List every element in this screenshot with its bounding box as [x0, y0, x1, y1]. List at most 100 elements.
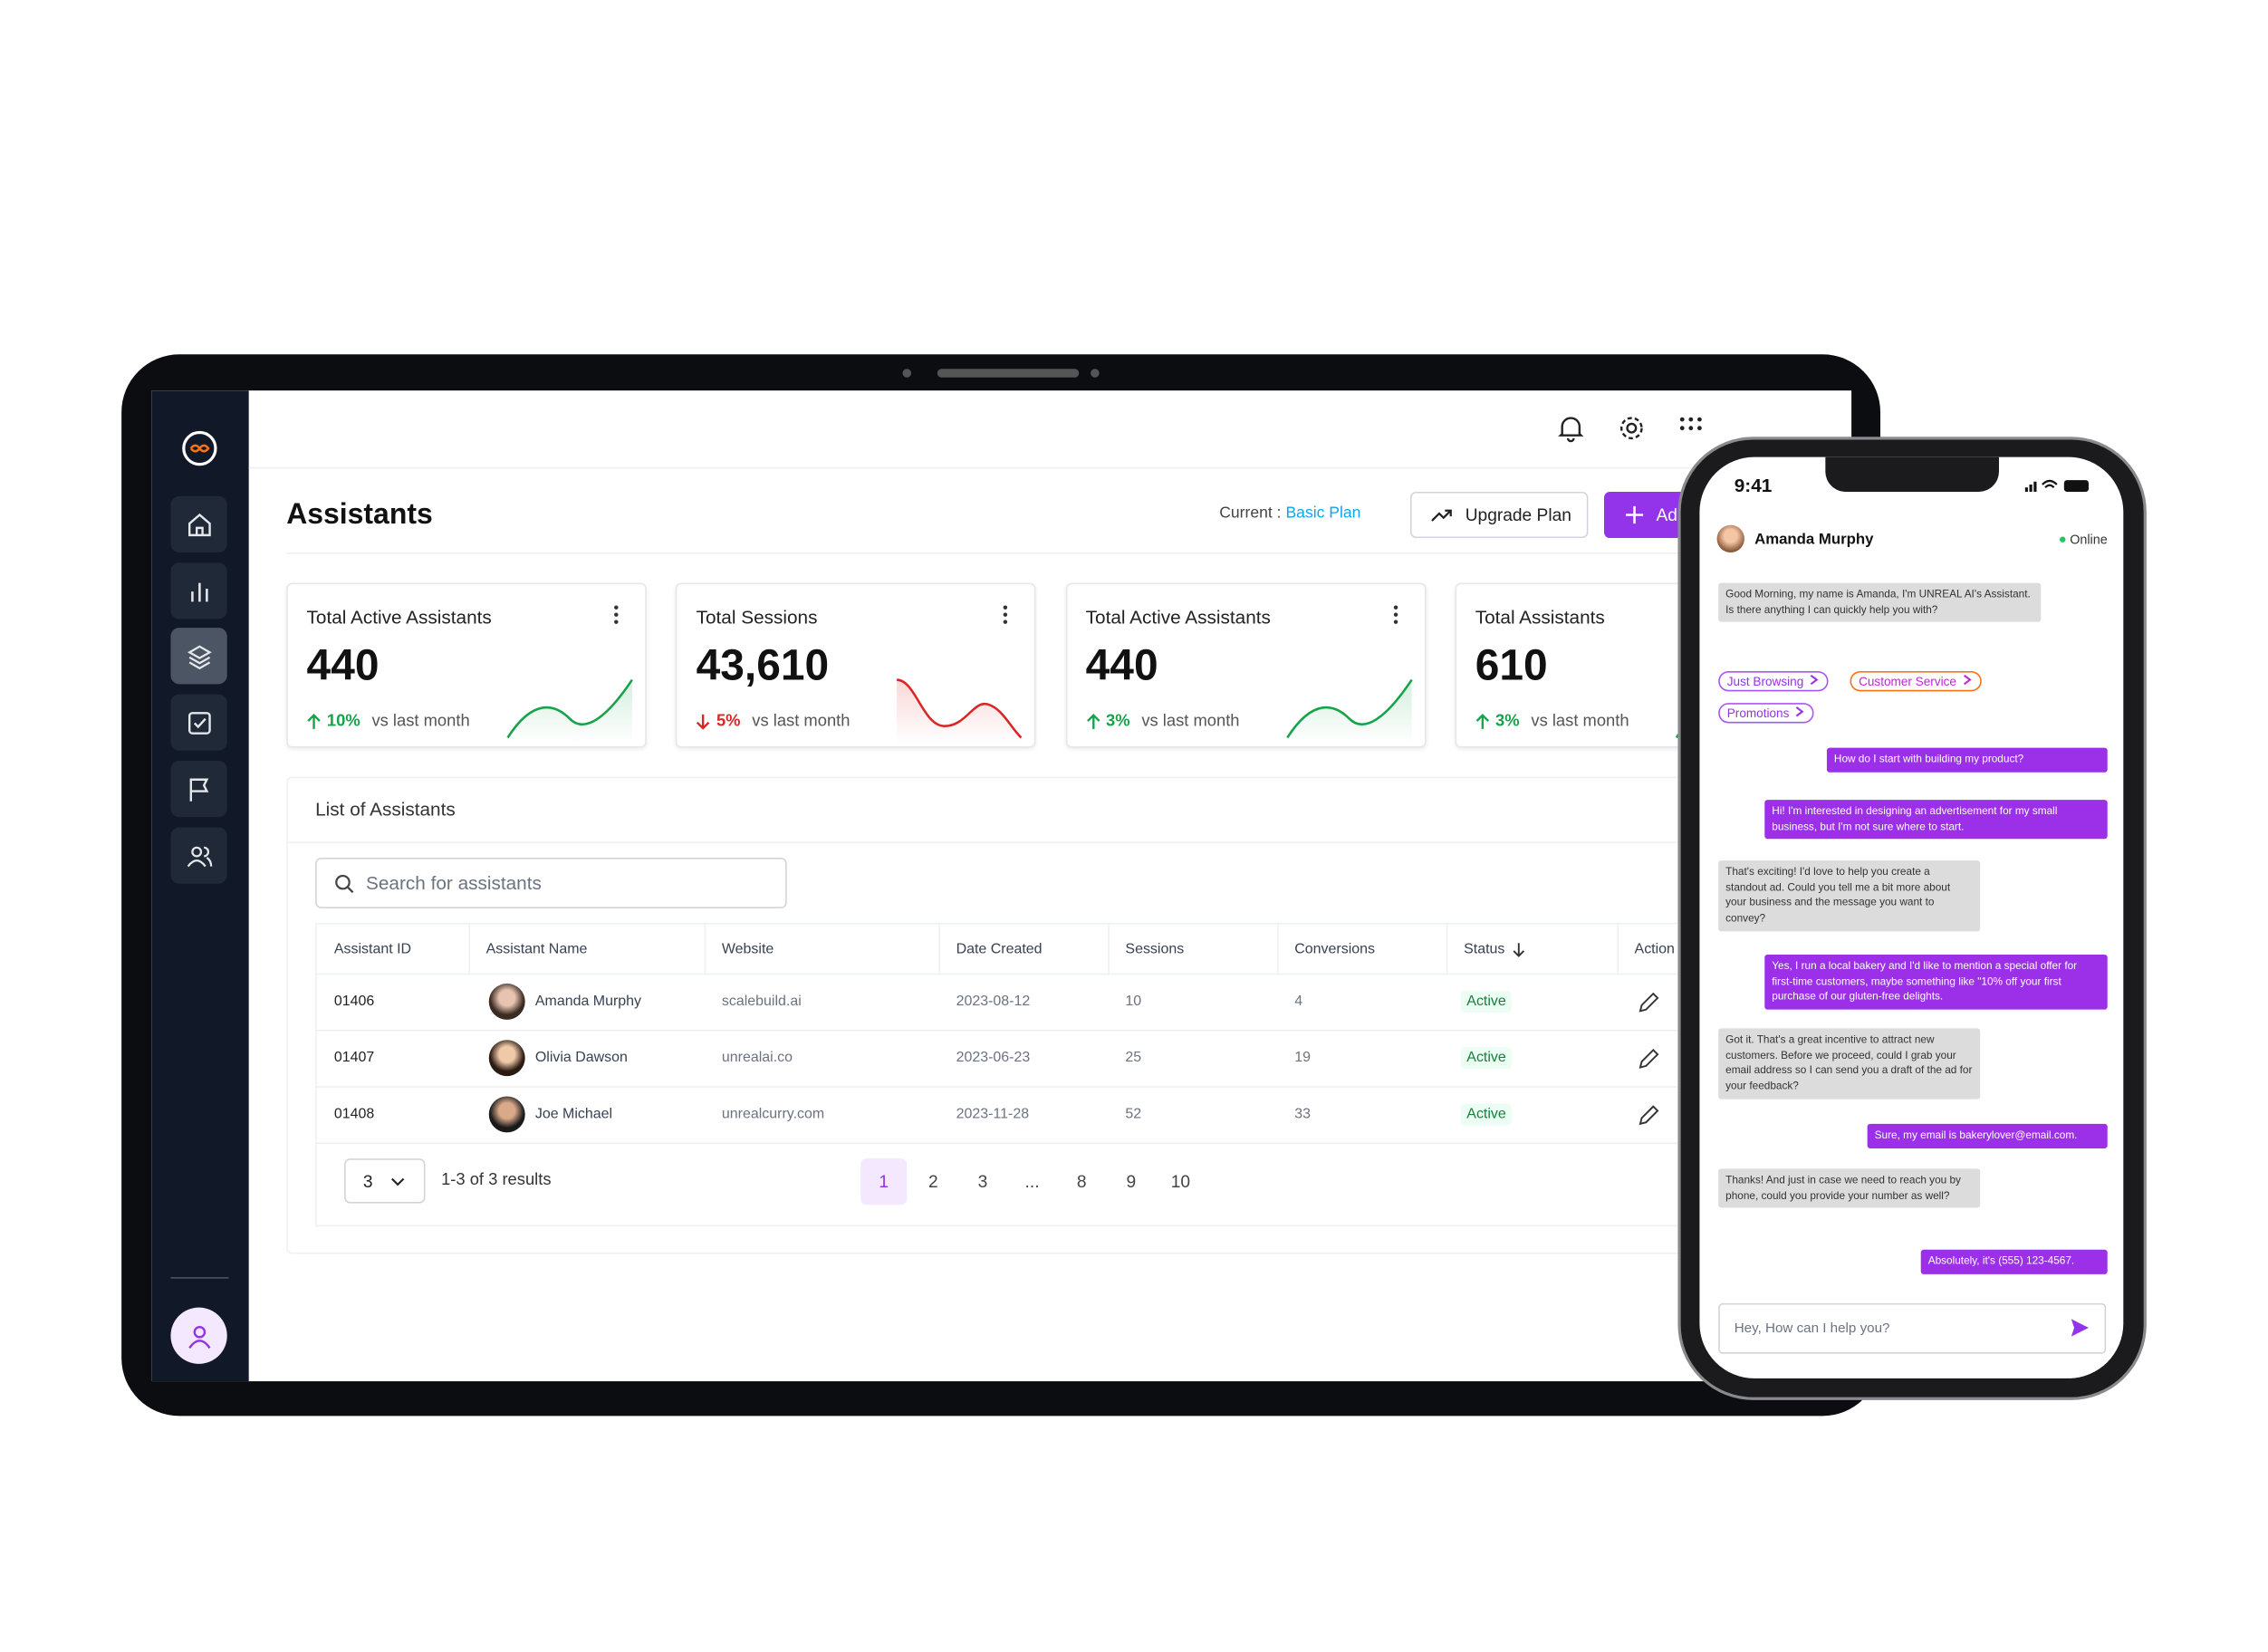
bot-message: Got it. That's a great incentive to attr… — [1718, 1028, 1981, 1100]
page-size-select[interactable]: 3 — [344, 1158, 426, 1204]
chip-label: Customer Service — [1859, 674, 1956, 689]
tablet-screen: Assistants Current : Basic Plan Upgrade … — [151, 390, 1852, 1382]
card-title: Total Active Assistants — [1085, 606, 1271, 629]
card-change: 10% vs last month — [307, 713, 470, 730]
status-text: Online — [2070, 532, 2108, 547]
results-summary: 1-3 of 3 results — [441, 1171, 552, 1189]
nav-analytics[interactable] — [170, 562, 227, 620]
column-divider — [468, 924, 471, 974]
table-cell: 01406 — [333, 994, 375, 1010]
bot-message: Thanks! And just in case we need to reac… — [1718, 1168, 1981, 1209]
card-title: Total Sessions — [696, 606, 818, 629]
quick-reply[interactable]: Just Browsing — [1718, 670, 1829, 692]
header-divider — [286, 552, 1852, 554]
table-cell: unrealcurry.com — [721, 1106, 825, 1123]
page-size: 3 — [362, 1170, 373, 1192]
page-button[interactable]: 3 — [977, 1171, 988, 1192]
page-button[interactable]: ... — [1024, 1171, 1040, 1192]
list-title: List of Assistants — [315, 798, 456, 821]
current-plan: Current : Basic Plan — [1219, 504, 1360, 522]
bot-message: That's exciting! I'd love to help you cr… — [1718, 860, 1981, 932]
table-cell: 01408 — [333, 1106, 375, 1123]
contact-avatar — [1716, 524, 1744, 553]
status-badge: Active — [1460, 1047, 1513, 1070]
input-placeholder: Hey, How can I help you? — [1734, 1321, 1890, 1337]
nav-tasks[interactable] — [170, 694, 227, 751]
phone-notch — [1825, 456, 1999, 492]
assistant-name: Joe Michael — [534, 1106, 613, 1123]
change-note: vs last month — [752, 713, 850, 731]
column-header: Date Created — [956, 924, 1043, 973]
name-cell: Amanda Murphy — [488, 974, 641, 1030]
chat-input[interactable]: Hey, How can I help you? — [1718, 1302, 2107, 1354]
table-cell: scalebuild.ai — [721, 994, 802, 1010]
nav-users[interactable] — [170, 827, 227, 884]
change-value: 5% — [716, 713, 741, 731]
camera-dot — [902, 369, 912, 378]
change-value: 10% — [326, 713, 360, 731]
page-button[interactable]: 2 — [927, 1171, 938, 1192]
sidebar — [151, 390, 249, 1382]
nav-reports[interactable] — [170, 760, 227, 818]
change-note: vs last month — [371, 713, 470, 731]
card-value: 610 — [1475, 642, 1548, 690]
trend-arrow — [1475, 713, 1489, 729]
user-message: Hi! I'm interested in designing an adver… — [1764, 800, 2108, 840]
column-header: Assistant ID — [334, 924, 411, 973]
bot-message: Good Morning, my name is Amanda, I'm UNR… — [1718, 582, 2042, 623]
chip-arrow — [1963, 674, 1972, 686]
upgrade-plan-button[interactable]: Upgrade Plan — [1410, 491, 1589, 539]
page-button[interactable]: 10 — [1170, 1171, 1191, 1192]
settings-icon[interactable] — [1617, 414, 1646, 443]
column-divider — [1617, 924, 1619, 974]
nav-home[interactable] — [170, 495, 227, 553]
plan-name[interactable]: Basic Plan — [1285, 504, 1361, 523]
table-header — [316, 924, 1852, 975]
logo — [182, 430, 217, 466]
phone-screen: 9:41 Amanda Murphy Online Hey, How can I… — [1699, 456, 2124, 1378]
search-input[interactable]: Search for assistants — [315, 857, 787, 908]
contact-status: Online — [2060, 533, 2108, 547]
page-button[interactable]: 8 — [1076, 1171, 1087, 1192]
column-divider — [704, 924, 706, 974]
column-label: Assistant Name — [485, 940, 588, 957]
card-menu — [614, 605, 619, 624]
edit-button[interactable] — [1638, 1047, 1661, 1071]
column-label: Sessions — [1125, 940, 1185, 957]
status-icons — [2024, 479, 2089, 492]
table-cell: unrealai.co — [721, 1050, 793, 1066]
card-change: 5% vs last month — [697, 713, 850, 730]
nav-assistants[interactable] — [170, 628, 227, 685]
table-cell: 01407 — [333, 1050, 375, 1066]
assistant-avatar — [488, 983, 525, 1020]
apps-icon[interactable] — [1677, 415, 1704, 441]
plan-label: Current : — [1219, 504, 1282, 523]
trend-arrow — [1086, 713, 1100, 729]
assistants-table: Assistant ID Assistant Name Website Date Cr… — [315, 922, 1852, 1227]
column-divider — [1277, 924, 1279, 974]
chip-label: Just Browsing — [1726, 674, 1804, 689]
card-menu — [1393, 605, 1398, 624]
card-value: 440 — [306, 642, 380, 690]
edit-button[interactable] — [1638, 1103, 1661, 1127]
name-cell: Olivia Dawson — [488, 1030, 628, 1086]
stat-card: Total Active Assistants 440 3% vs last mont… — [1065, 582, 1426, 748]
change-note: vs last month — [1141, 713, 1240, 731]
page-button[interactable]: 1 — [860, 1158, 908, 1205]
quick-reply[interactable]: Promotions — [1718, 703, 1814, 724]
edit-button[interactable] — [1638, 991, 1661, 1014]
card-menu — [1004, 605, 1008, 624]
sidebar-divider — [170, 1277, 229, 1279]
page-title: Assistants — [286, 498, 433, 532]
quick-reply[interactable]: Customer Service — [1850, 670, 1982, 692]
send-button[interactable] — [2070, 1318, 2090, 1338]
column-divider — [1446, 924, 1448, 974]
assistant-name: Olivia Dawson — [534, 1050, 628, 1066]
profile-avatar[interactable] — [170, 1307, 227, 1364]
table-cell: 25 — [1125, 1050, 1142, 1066]
page-button[interactable]: 9 — [1126, 1171, 1137, 1192]
card-change: 3% vs last month — [1086, 713, 1240, 730]
stat-card: Total Active Assistants 440 10% vs last mon… — [286, 582, 647, 748]
notifications-icon[interactable] — [1556, 414, 1585, 443]
column-header: Action — [1635, 924, 1675, 973]
